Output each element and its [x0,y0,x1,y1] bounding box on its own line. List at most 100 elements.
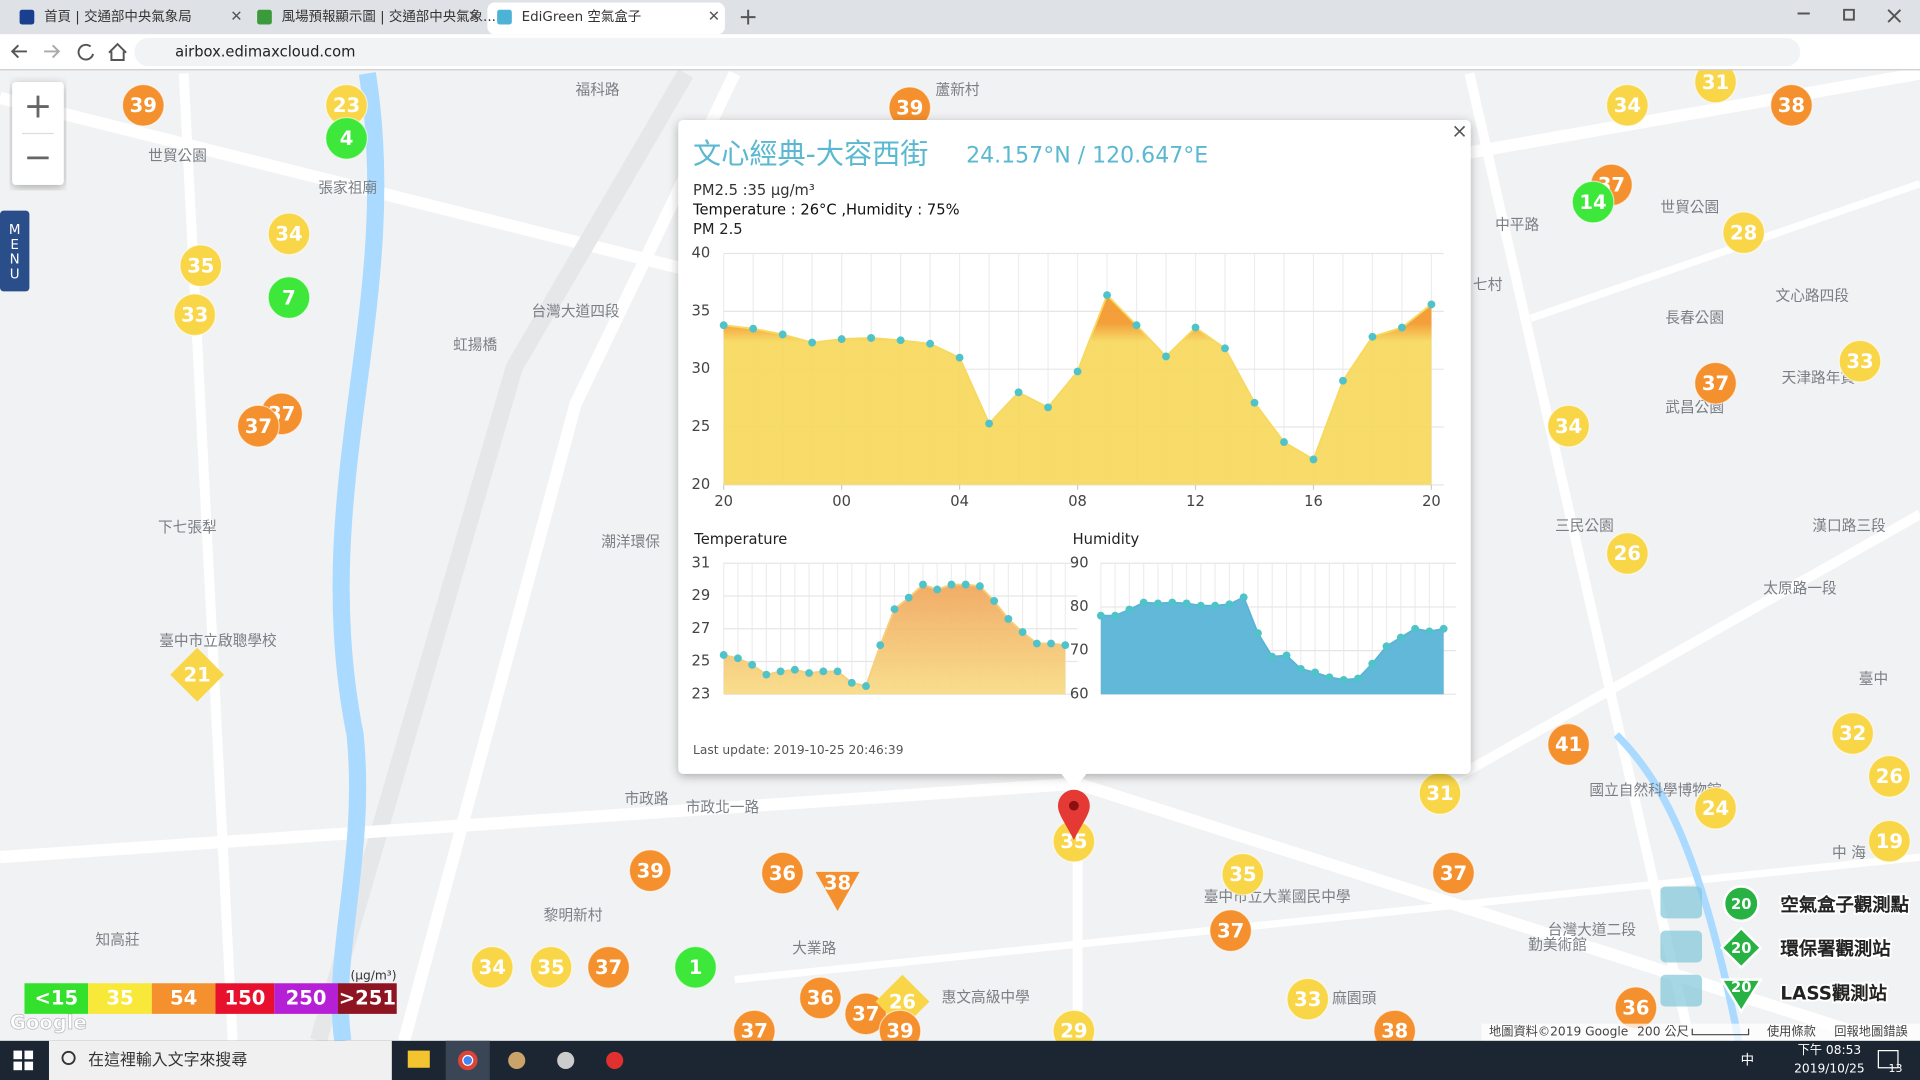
marker-value: 26 [1614,542,1641,565]
marker[interactable] [1694,361,1737,405]
data-point [1354,674,1362,683]
x-tick-label: 20 [714,493,733,510]
clock-date: 2019/10/25 [1794,1061,1865,1075]
map-label: 黎明新村 [544,907,603,924]
ime[interactable]: 中 [1741,1052,1754,1068]
x-tick-label: 12 [1186,493,1205,510]
marker[interactable] [173,293,217,337]
marker[interactable] [628,849,672,893]
marker[interactable] [1831,712,1875,755]
map-label: 國立自然科學博物館 [1589,781,1721,799]
tab-icon [257,9,272,25]
station-icon-value: 20 [1731,979,1751,996]
marker-value: 36 [1622,996,1649,1019]
marker-value: 34 [479,956,506,979]
close-button[interactable]: × [1451,120,1467,143]
map-label: 世貿公園 [1660,199,1719,216]
y-tick-label: 27 [692,620,711,637]
tab-title[interactable]: 風場預報顯示圖 | 交通部中央氣象... [282,8,496,25]
footer-text[interactable]: 回報地圖錯誤 [1834,1024,1907,1039]
marker[interactable] [267,212,311,256]
marker[interactable] [1605,532,1649,575]
marker[interactable] [236,404,280,448]
active-tab[interactable] [487,2,725,35]
marker[interactable] [674,945,717,989]
marker[interactable] [1209,909,1253,953]
data-point [1398,323,1406,332]
marker[interactable] [325,116,368,160]
marker[interactable] [844,992,888,1036]
marker-value: 24 [1702,797,1729,820]
legend-swatch [151,983,216,1014]
search-box[interactable] [48,1040,392,1080]
marker[interactable] [798,976,842,1020]
marker[interactable] [1722,211,1766,255]
marker[interactable] [1838,339,1882,383]
marker[interactable] [1694,786,1737,830]
data-point [1411,624,1420,633]
y-tick-label: 40 [692,244,711,261]
data-point [1311,668,1320,677]
marker[interactable] [1547,404,1590,448]
marker[interactable] [267,276,311,319]
popup-title: 文心經典-大容西街 [693,138,928,171]
zoom-out[interactable]: − [24,138,53,178]
marker[interactable] [587,945,630,989]
tab-title[interactable]: EdiGreen 空氣盒子 [522,8,642,25]
zoom-in[interactable]: + [24,86,53,126]
data-point [1382,642,1391,651]
marker[interactable] [529,945,573,989]
marker[interactable] [1286,977,1330,1021]
chart-title: PM 2.5 [693,221,743,238]
marker[interactable] [1547,723,1590,766]
chart-title: Temperature [693,531,787,548]
marker[interactable] [1867,819,1911,863]
location-pin [1057,789,1090,840]
footer-text[interactable]: 使用條款 [1767,1024,1816,1039]
data-point [890,605,899,614]
station-illustration [1660,886,1703,919]
map-label: 蘆新村 [936,82,980,99]
marker-value: 19 [1876,830,1903,853]
marker-value: 36 [807,987,834,1010]
last-update: Last update: 2019-10-25 20:46:39 [693,743,903,757]
tab-title[interactable]: 首頁 | 交通部中央氣象局 [44,8,192,25]
data-point [1047,639,1055,648]
marker-value: 39 [886,1020,913,1043]
station-label: LASS觀測站 [1780,982,1887,1004]
marker[interactable] [121,83,165,127]
y-tick-label: 20 [692,476,711,493]
marker[interactable] [1770,83,1813,127]
marker-value: 33 [1294,988,1321,1011]
marker[interactable] [179,244,223,288]
data-point [926,339,935,348]
marker[interactable] [815,871,860,912]
marker[interactable] [170,647,225,702]
marker[interactable] [1605,83,1649,127]
url[interactable]: airbox.edimaxcloud.com [175,44,355,61]
marker[interactable] [1571,180,1615,224]
menu-button[interactable] [0,210,30,292]
data-point [1268,652,1277,661]
marker[interactable] [1221,852,1265,896]
marker-value: 39 [896,96,923,119]
marker[interactable] [1867,754,1911,798]
data-point [1004,615,1013,623]
map-label: 臺中 [1859,671,1888,688]
marker[interactable] [470,945,514,989]
address-bar[interactable] [134,37,1801,67]
marker-value: 23 [333,94,360,117]
map-label: 天津路年貨 [1782,368,1855,386]
google-logo: Google [10,1011,87,1034]
marker[interactable] [761,851,804,895]
marker[interactable] [1432,851,1475,895]
popup: × 文心經典-大容西街 24.157°N / 120.647°E PM2.5 :… [678,120,1471,790]
data-point [985,419,993,428]
marker-value: 37 [1702,372,1729,395]
data-point [1103,291,1111,300]
x-tick-label: 16 [1304,493,1323,510]
marker-value: 31 [1426,782,1453,805]
search-placeholder[interactable]: 在這裡輸入文字來搜尋 [88,1050,247,1069]
station-icon [1719,926,1763,970]
